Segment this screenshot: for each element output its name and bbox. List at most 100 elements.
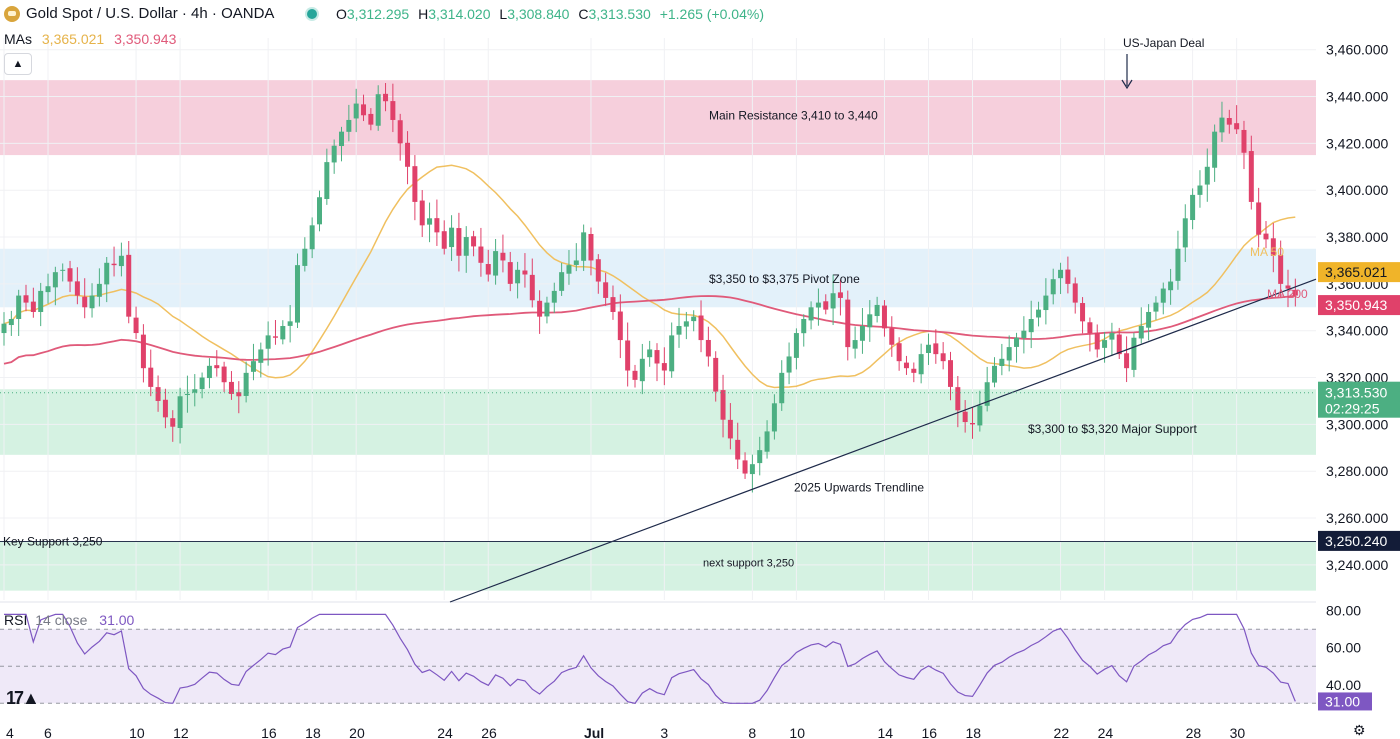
candle-body — [287, 321, 293, 326]
candle-body — [911, 368, 917, 373]
candle-body — [23, 295, 29, 303]
candle-body — [177, 396, 183, 429]
candle-body — [823, 301, 829, 310]
time-tick-label: 26 — [481, 725, 497, 739]
symbol-title[interactable]: Gold Spot / U.S. Dollar · 4h · OANDA — [26, 5, 275, 22]
candle-body — [1256, 202, 1262, 235]
time-tick-label: 8 — [748, 725, 756, 739]
candle-body — [661, 363, 667, 371]
time-tick-label: 22 — [1054, 725, 1070, 739]
change-value: +1.265 (+0.04%) — [659, 6, 764, 22]
candle-body — [485, 264, 491, 275]
ma200-label: MA 200 — [1267, 287, 1308, 301]
candle-body — [1263, 233, 1269, 240]
rsi-legend[interactable]: RSI 14 close 31.00 — [4, 612, 134, 628]
candle-body — [830, 293, 836, 309]
candle-body — [8, 319, 14, 326]
ohlc-readout: O3,312.295 H3,314.020 L3,308.840 C3,313.… — [336, 6, 769, 22]
candle-body — [551, 290, 557, 303]
tradingview-logo-icon: 17▲ — [6, 688, 40, 708]
candle-body — [962, 411, 968, 423]
candle-body — [126, 254, 132, 317]
zone-2 — [0, 248, 1316, 308]
time-tick-label: 28 — [1186, 725, 1202, 739]
candle-body — [1087, 322, 1093, 334]
candle-body — [272, 336, 278, 338]
candle-body — [522, 270, 528, 275]
price-tick-label: 3,320.000 — [1326, 370, 1388, 386]
candle-body — [412, 166, 418, 202]
next-support-label: next support 3,250 — [703, 558, 794, 570]
candle-body — [463, 237, 469, 256]
candle-body — [757, 450, 763, 464]
candle-body — [60, 269, 66, 271]
time-tick-label: 6 — [44, 725, 52, 739]
candle-body — [1182, 218, 1188, 248]
trendline-label: 2025 Upwards Trendline — [794, 481, 924, 495]
candle-body — [559, 272, 565, 291]
candle-body — [96, 283, 102, 297]
key-support-label: Key Support 3,250 — [3, 534, 103, 548]
price-tick-label: 3,380.000 — [1326, 229, 1388, 245]
candle-body — [837, 292, 843, 298]
candle-body — [544, 302, 550, 317]
support-zone-label: $3,300 to $3,320 Major Support — [1028, 422, 1197, 436]
gear-icon[interactable]: ⚙ — [1353, 722, 1366, 738]
candle-body — [1190, 194, 1196, 221]
candle-body — [30, 301, 36, 312]
candle-body — [793, 333, 799, 358]
price-tick-label: 3,300.000 — [1326, 416, 1388, 432]
candle-body — [947, 360, 953, 387]
candle-body — [786, 356, 792, 373]
candle-body — [720, 390, 726, 420]
candle-body — [118, 255, 124, 267]
candle-body — [434, 218, 440, 233]
trendline — [449, 278, 1317, 603]
time-tick-label: 18 — [966, 725, 982, 739]
candle-body — [1153, 302, 1159, 312]
candle-body — [250, 361, 256, 372]
candle-body — [1241, 129, 1247, 153]
rsi-badge-bg — [1318, 692, 1372, 711]
mas-legend[interactable]: MAs 3,365.021 3,350.943 — [4, 31, 176, 47]
last-price-badge-bg — [1318, 381, 1400, 418]
zone-1 — [0, 80, 1316, 156]
zone-3 — [0, 389, 1316, 455]
candle-body — [507, 262, 513, 284]
candle-body — [170, 418, 176, 427]
low-value: 3,308.840 — [507, 6, 570, 22]
candle-body — [845, 299, 851, 348]
candle-body — [206, 365, 212, 379]
candle-body — [1065, 269, 1071, 284]
candle-body — [999, 358, 1005, 367]
zone-4 — [0, 541, 1316, 591]
candle-body — [1050, 279, 1056, 295]
candle-body — [970, 422, 976, 425]
candle-body — [683, 321, 689, 327]
candle-body — [537, 300, 543, 317]
ma50-price-badge-bg — [1318, 262, 1400, 283]
time-tick-label: 16 — [921, 725, 937, 739]
candle-body — [52, 272, 58, 288]
candle-body — [867, 314, 873, 328]
candle-body — [140, 334, 146, 369]
close-value: 3,313.530 — [588, 6, 651, 22]
candle-body — [111, 263, 117, 266]
candle-body — [228, 381, 234, 394]
ma200-price-badge: 3,350.943 — [1325, 297, 1387, 313]
candle-body — [698, 315, 704, 341]
candle-body — [801, 319, 807, 334]
candle-body — [1116, 334, 1122, 355]
candle-body — [771, 403, 777, 432]
chevron-up-icon[interactable]: ▲ — [4, 53, 32, 75]
candle-body — [316, 197, 322, 225]
resistance-zone-label: Main Resistance 3,410 to 3,440 — [709, 108, 878, 122]
candle-body — [676, 326, 682, 335]
mas-label: MAs — [4, 31, 32, 47]
candle-body — [1131, 337, 1137, 370]
candle-body — [588, 234, 594, 261]
candle-body — [324, 162, 330, 199]
candle-body — [764, 431, 770, 452]
candle-body — [221, 366, 227, 383]
